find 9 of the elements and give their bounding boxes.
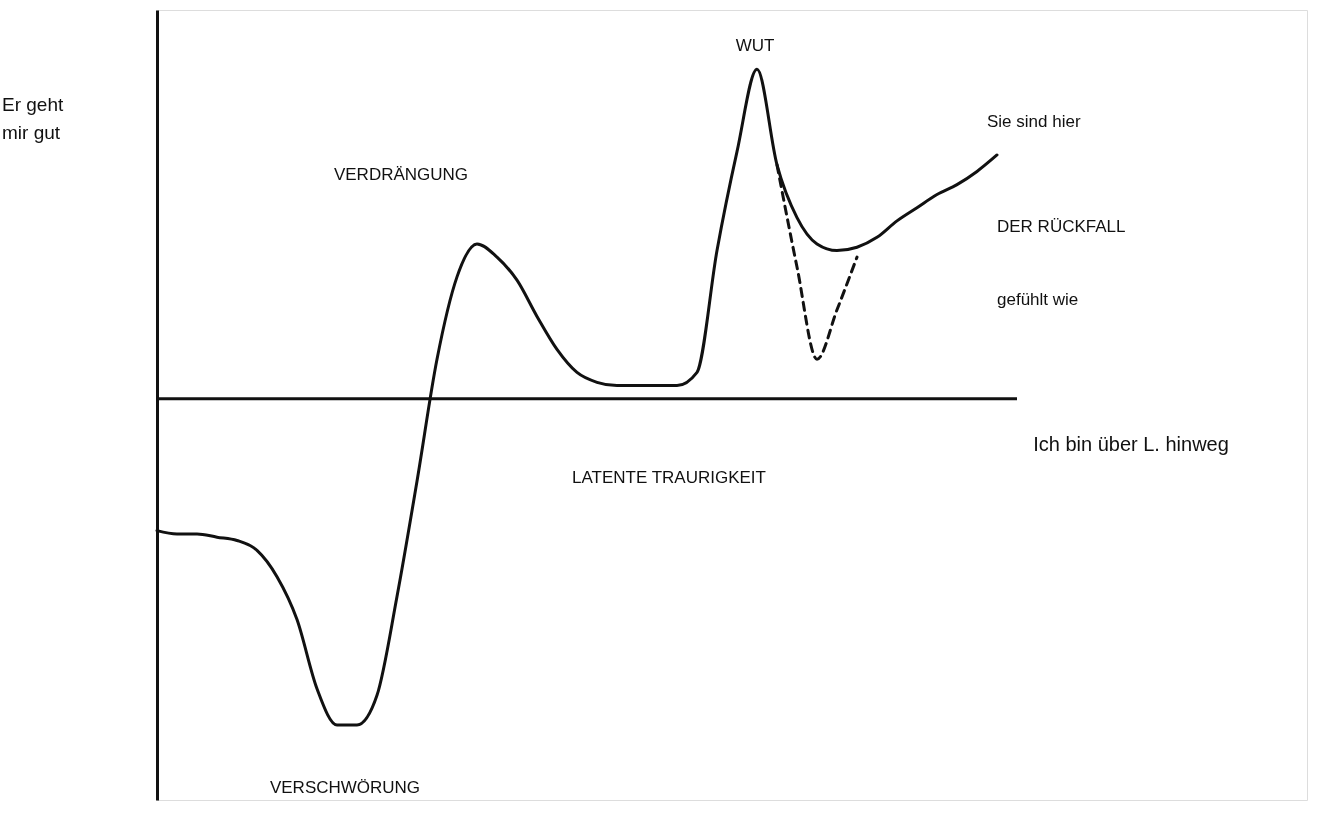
text: VERSCHWÖRUNG [269,777,421,797]
text: WUT [735,36,775,56]
annotation: LATENTE TRAURIGKEIT [572,467,766,487]
x-axis-title: Ich bin über L. hinweg [1033,432,1229,455]
annotation: Sie sind hier [987,112,1081,132]
annotation: VERDRÄNGUNG [333,164,469,184]
annotation: gefühlt wie [997,289,1079,309]
y-axis-title: Er geht mir gut [2,94,64,143]
annotation: DER RÜCKFALL [997,217,1126,237]
